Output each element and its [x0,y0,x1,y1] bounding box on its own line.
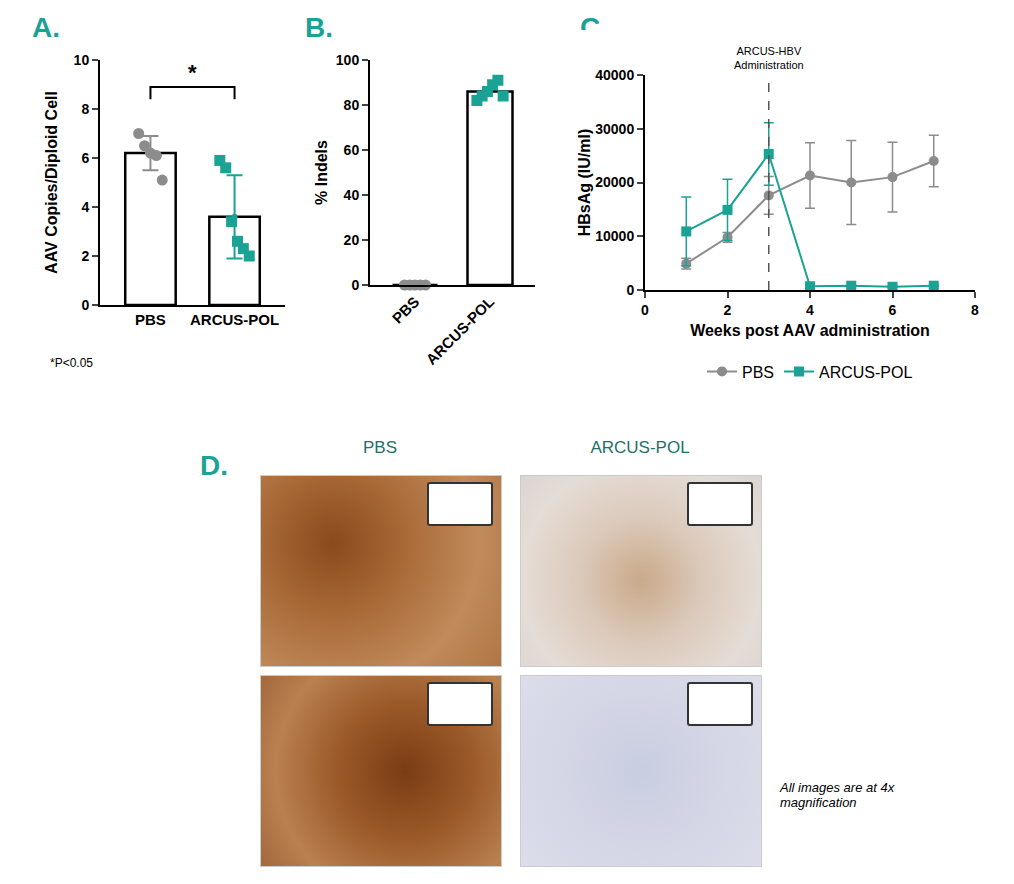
svg-text:% Indels: % Indels [313,140,330,205]
svg-text:6: 6 [81,150,89,166]
html-text:ARCUS-POL: ARCUS-POL [590,438,690,457]
html-text:A.: A. [32,12,60,43]
svg-text:*: * [188,60,197,85]
svg-text:HBsAg (IU/ml): HBsAg (IU/ml) [576,129,593,237]
svg-text:0: 0 [81,297,89,313]
html-text:B.: B. [305,12,333,43]
svg-text:10000: 10000 [595,228,634,244]
svg-text:60: 60 [344,142,360,158]
svg-text:ARCUS-POL: ARCUS-POL [819,364,912,381]
svg-text:Weeks post AAV administration: Weeks post AAV administration [690,322,930,339]
svg-text:30000: 30000 [595,121,634,137]
svg-text:100: 100 [336,52,360,68]
svg-text:PBS: PBS [135,311,166,328]
html-text:D.: D. [200,450,228,481]
svg-text:ARCUS-POL: ARCUS-POL [190,311,279,328]
svg-text:20: 20 [344,232,360,248]
svg-text:6: 6 [889,302,897,318]
svg-text:PBS: PBS [389,293,423,327]
svg-text:AAV Copies/Diploid Cell: AAV Copies/Diploid Cell [43,91,60,274]
svg-text:4: 4 [806,302,814,318]
html-text:PBS: PBS [363,438,397,457]
svg-text:2: 2 [81,248,89,264]
svg-text:*P<0.05: *P<0.05 [50,356,93,370]
svg-text:0: 0 [351,277,359,293]
svg-text:8: 8 [971,302,979,318]
html-text:All images are at 4x magnifica: All images are at 4x magnification [780,780,895,810]
svg-text:10: 10 [74,52,90,68]
svg-text:PBS: PBS [742,364,774,381]
svg-text:0: 0 [626,282,634,298]
svg-text:ARCUS-POL: ARCUS-POL [422,293,497,368]
svg-text:40: 40 [344,187,360,203]
svg-text:2: 2 [724,302,732,318]
svg-text:4: 4 [81,199,89,215]
svg-text:ARCUS-HBVAdministration: ARCUS-HBVAdministration [734,45,804,71]
svg-text:20000: 20000 [595,174,634,190]
svg-text:8: 8 [81,101,89,117]
html-text:C.: C. [580,12,608,43]
svg-text:80: 80 [344,97,360,113]
svg-text:0: 0 [641,302,649,318]
svg-text:40000: 40000 [595,67,634,83]
